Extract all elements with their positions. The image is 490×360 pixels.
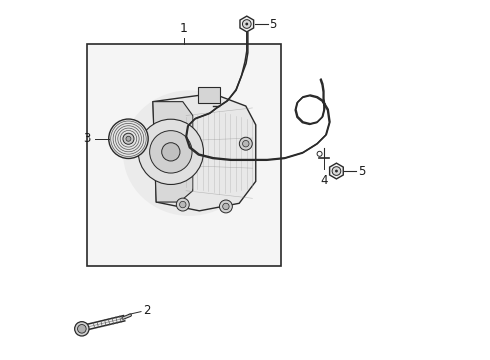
Circle shape: [243, 140, 249, 147]
Circle shape: [179, 201, 186, 208]
Circle shape: [332, 167, 341, 175]
Text: 5: 5: [270, 18, 277, 31]
Circle shape: [245, 23, 248, 26]
FancyBboxPatch shape: [198, 87, 220, 103]
Text: 3: 3: [83, 132, 90, 145]
Bar: [87, 44, 281, 266]
Text: 2: 2: [143, 305, 150, 318]
Text: 5: 5: [358, 165, 366, 177]
Text: 1: 1: [180, 22, 188, 35]
Circle shape: [149, 131, 192, 173]
Circle shape: [222, 203, 229, 210]
Ellipse shape: [123, 90, 256, 216]
Circle shape: [109, 119, 148, 158]
Polygon shape: [153, 94, 256, 211]
Circle shape: [335, 170, 338, 172]
Polygon shape: [153, 102, 193, 202]
Circle shape: [243, 20, 251, 28]
Polygon shape: [330, 163, 343, 179]
Circle shape: [138, 119, 203, 184]
Circle shape: [126, 136, 131, 141]
Polygon shape: [240, 16, 254, 32]
Circle shape: [176, 198, 189, 211]
Circle shape: [162, 143, 180, 161]
Circle shape: [239, 137, 252, 150]
Circle shape: [77, 324, 86, 333]
Circle shape: [123, 133, 134, 144]
Text: 4: 4: [320, 174, 328, 187]
Circle shape: [74, 321, 89, 336]
Circle shape: [220, 200, 232, 213]
